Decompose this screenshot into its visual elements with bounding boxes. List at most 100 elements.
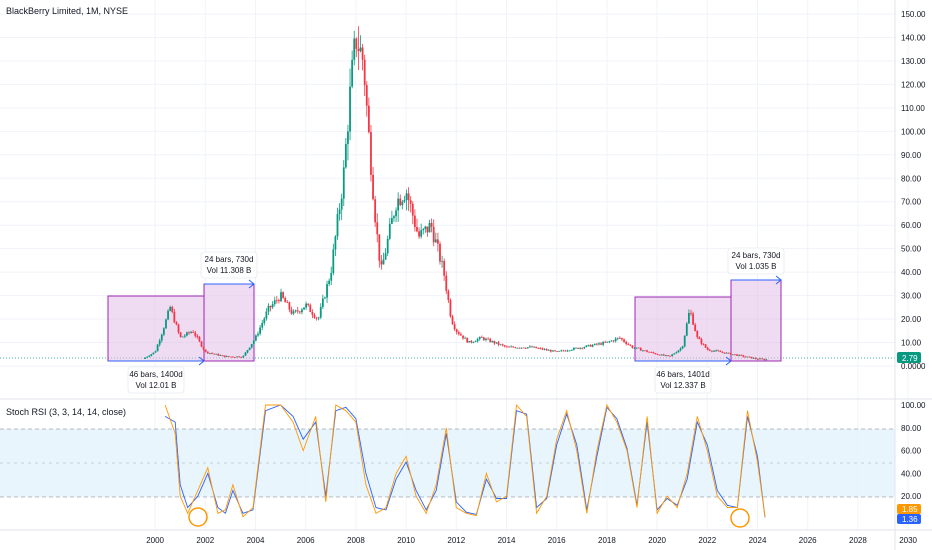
time-tick-label: 2006 <box>297 536 315 545</box>
candle-body <box>717 350 720 352</box>
candle-body <box>173 311 176 323</box>
candle-body <box>393 216 395 219</box>
candle-body <box>405 193 408 201</box>
time-tick-label: 2030 <box>899 536 917 545</box>
candle-body <box>650 352 653 353</box>
candle-body <box>704 344 707 348</box>
measure-boxes[interactable]: 46 bars, 1400d Vol 12.01 B 24 bars, 730d Vo… <box>107 247 785 394</box>
stoch-k-value: 1.85 <box>902 505 918 514</box>
candle-body <box>447 290 450 301</box>
candle-body <box>669 355 671 357</box>
time-tick-label: 2018 <box>598 536 616 545</box>
candle-body <box>319 307 322 318</box>
measure-box[interactable] <box>634 296 732 362</box>
candle-body <box>470 340 473 343</box>
arrow-head <box>775 275 782 285</box>
candle-body <box>160 334 163 341</box>
time-tick-label: 2000 <box>146 536 164 545</box>
symbol-title[interactable]: BlackBerry Limited, 1M, NYSE <box>6 6 128 16</box>
measure-label-line: 46 bars, 1400d <box>129 370 182 379</box>
candle-body <box>587 344 590 346</box>
stoch-tick-label: 40.00 <box>901 469 922 478</box>
candle-body <box>648 351 651 353</box>
candle-body <box>361 47 364 60</box>
candle-body <box>292 311 295 314</box>
candle-body <box>443 260 446 276</box>
candle-body <box>445 275 448 291</box>
candle-body <box>309 305 312 313</box>
candle-body <box>526 347 529 349</box>
candle-body <box>317 317 320 319</box>
candle-body <box>568 350 571 352</box>
candle-body <box>321 298 324 308</box>
candle-body <box>426 226 429 233</box>
candle-body <box>675 352 678 354</box>
measure-box[interactable] <box>730 279 782 362</box>
candle-body <box>167 310 169 320</box>
candle-body <box>357 48 360 52</box>
candle-body <box>273 300 276 305</box>
candle-body <box>436 239 439 244</box>
candle-body <box>332 249 335 273</box>
candle-body <box>453 324 456 330</box>
highlight-circle-2003[interactable] <box>188 507 208 527</box>
time-tick-label: 2008 <box>347 536 365 545</box>
candle-body <box>754 357 757 359</box>
candle-body <box>541 348 544 350</box>
candle-body <box>246 350 249 353</box>
candle-body <box>267 305 270 312</box>
time-axis[interactable]: 2000 2002 2004 2006 2008 2010 2012 2014 2016 2018… <box>146 536 917 545</box>
candle-body <box>476 339 479 342</box>
candle-body <box>708 349 711 351</box>
stoch-axis[interactable]: 100.00 80.00 60.00 40.00 20.00 <box>901 401 926 501</box>
time-tick-label: 2004 <box>247 536 265 545</box>
candle-body <box>560 350 563 352</box>
highlight-circle-2024[interactable] <box>730 508 750 528</box>
candle-body <box>499 344 502 346</box>
indicator-title[interactable]: Stoch RSI (3, 3, 14, 14, close) <box>6 407 126 417</box>
candle-body <box>602 342 605 345</box>
candle-body <box>621 338 623 340</box>
candle-body <box>529 346 531 348</box>
candle-body <box>671 354 674 357</box>
candle-body <box>204 349 207 352</box>
price-axis[interactable]: 150.00 140.00 130.00 120.00 110.00 100.00 90.0… <box>901 10 926 371</box>
candle-body <box>474 341 477 343</box>
candle-body <box>744 356 747 358</box>
candle-body <box>606 341 609 343</box>
candle-body <box>518 347 521 349</box>
candle-body <box>731 354 734 356</box>
candle-body <box>229 356 232 358</box>
measure-label-card <box>200 251 258 279</box>
candle-body <box>662 354 665 356</box>
measure-box[interactable] <box>203 283 255 362</box>
price-tick-label: 30.00 <box>901 292 922 301</box>
candle-body <box>564 350 567 352</box>
candle-body <box>301 309 303 313</box>
candle-body <box>363 59 366 86</box>
candle-body <box>618 337 621 339</box>
candle-body <box>457 332 460 335</box>
candle-body <box>566 350 569 352</box>
candle-body <box>598 343 600 345</box>
candle-body <box>510 346 513 348</box>
candle-body <box>698 337 701 340</box>
candle-body <box>506 346 508 348</box>
time-tick-label: 2024 <box>749 536 767 545</box>
candle-body <box>248 347 251 351</box>
candle-body <box>263 318 266 324</box>
stoch-tick-label: 20.00 <box>901 492 922 501</box>
candle-body <box>428 223 431 233</box>
candle-body <box>181 336 184 338</box>
candle-body <box>275 300 278 302</box>
candle-body <box>177 324 180 333</box>
candle-body <box>305 303 308 308</box>
candle-body <box>677 350 680 353</box>
candle-body <box>324 297 326 299</box>
measure-label-card <box>127 366 185 394</box>
candle-body <box>250 344 253 348</box>
stoch-k-line <box>164 403 766 518</box>
candle-body <box>562 350 565 352</box>
candle-body <box>349 86 351 132</box>
